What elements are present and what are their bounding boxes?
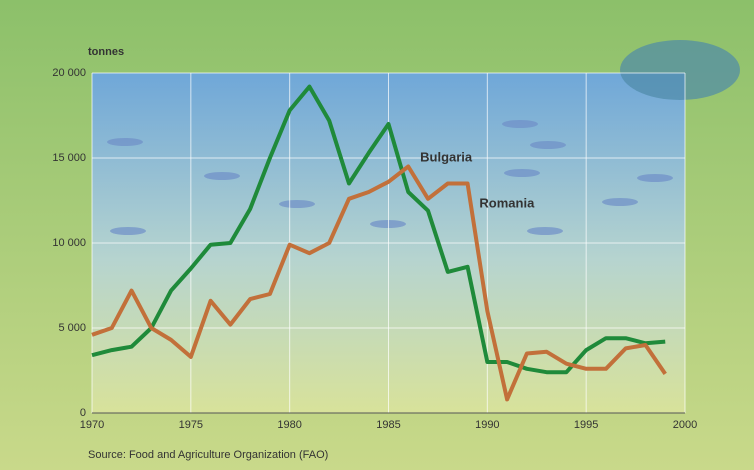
y-tick-label: 10 000 [52,237,86,249]
x-tick-label: 1975 [179,419,203,431]
series-label: Romania [479,195,535,210]
y-tick-label: 20 000 [52,67,86,79]
x-tick-label: 1995 [574,419,598,431]
x-tick-label: 1980 [277,419,301,431]
source-note: Source: Food and Agriculture Organizatio… [88,449,328,461]
y-tick-label: 0 [80,407,86,419]
x-tick-label: 2000 [673,419,697,431]
series-line [91,164,667,402]
x-tick-label: 1985 [376,419,400,431]
x-tick-label: 1970 [80,419,104,431]
sea-decoration [620,40,740,100]
y-tick-label: 15 000 [52,152,86,164]
series-label: Bulgaria [420,149,473,164]
y-tick-label: 5 000 [58,322,86,334]
y-axis-label: tonnes [88,46,124,58]
x-tick-label: 1990 [475,419,499,431]
series-line [91,84,666,375]
